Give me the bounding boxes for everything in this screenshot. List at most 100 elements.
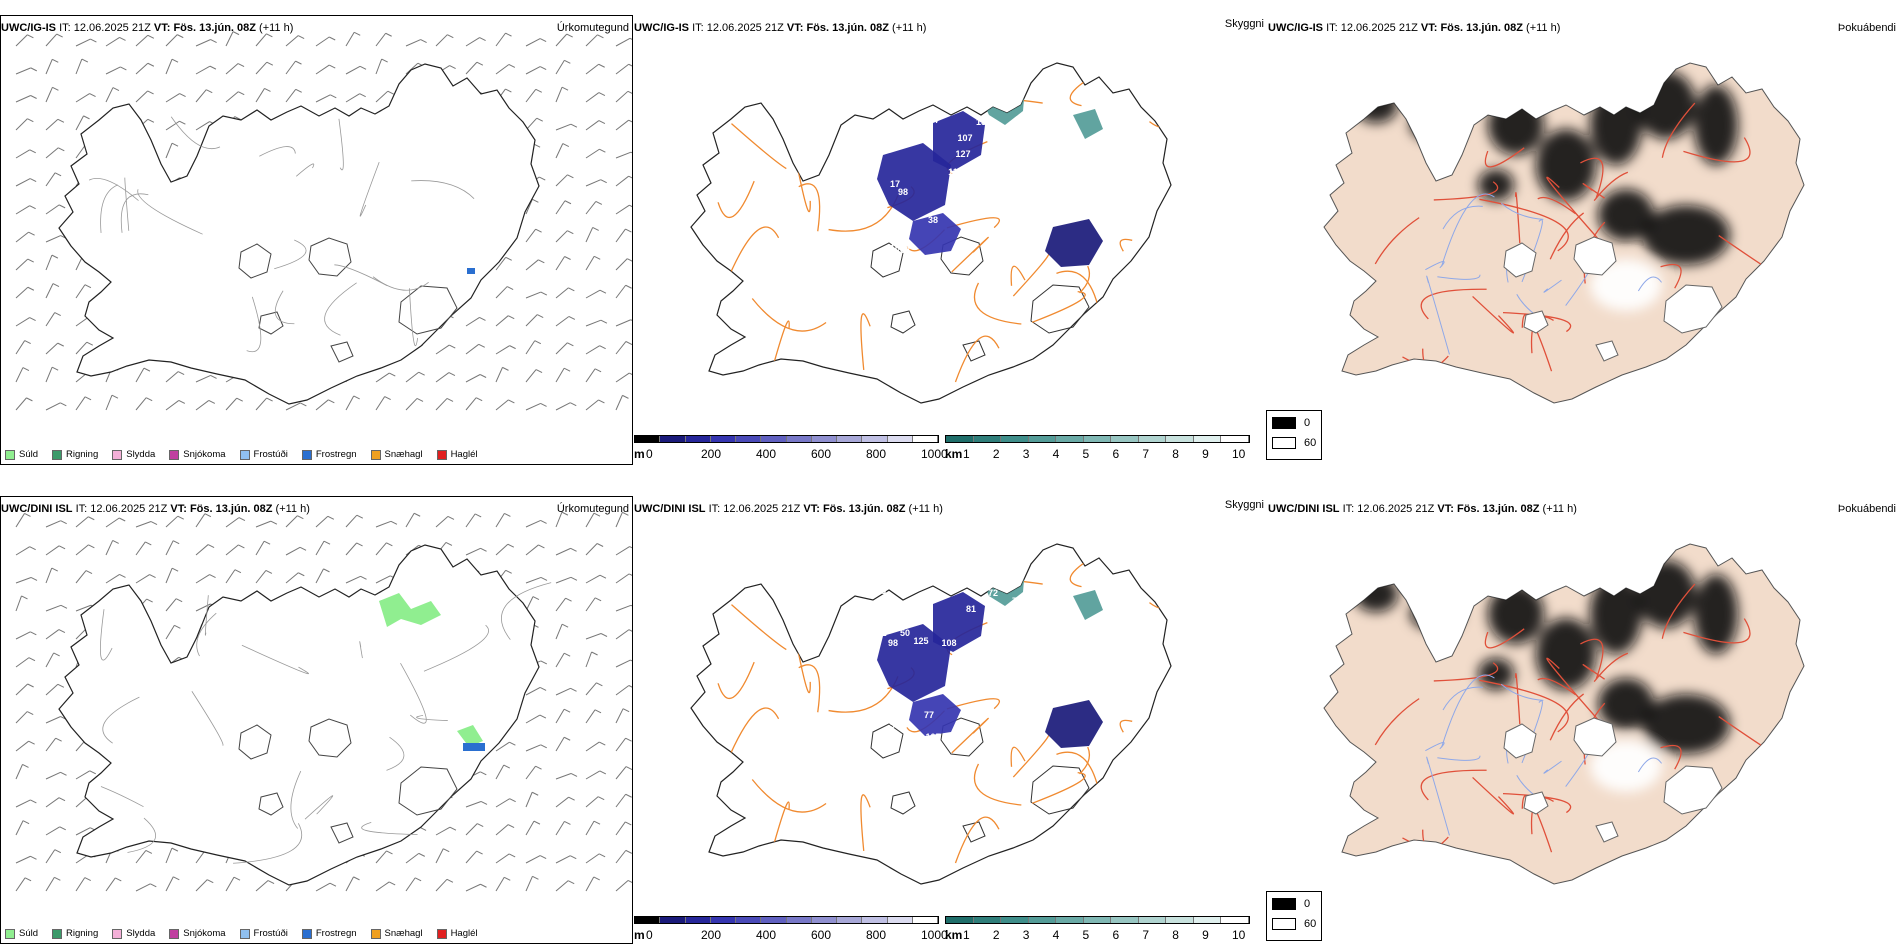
ceiling-value-label: 108 [943,758,958,768]
cloud-patch [933,111,985,171]
colorbar-step [1138,917,1167,923]
colorbar-unit: m [634,928,645,942]
fog-blob [1590,574,1642,654]
colorbar-tick: 1 [963,447,970,461]
legend-item: Súld [5,928,38,939]
colorbar-tick: 3 [1022,928,1030,942]
legend-swatch [169,449,180,460]
ceiling-value-label: 62 [900,245,910,255]
legend-label: Haglél [450,928,478,939]
colorbar-tick: 800 [866,928,887,942]
fog-legend-entry: 0 [1272,898,1310,910]
colorbar-strip [634,435,939,443]
colorbar-tick: 200 [701,928,722,942]
freezing-rain-patch [467,268,475,274]
colorbar-strip [634,916,939,924]
legend-swatch [239,928,250,939]
colorbar-tick: 4 [1052,928,1060,942]
colorbar-step [862,436,888,442]
colorbar-tick: 8 [1172,447,1179,461]
ceiling-value-label: 58 [890,720,900,730]
colorbar-tick: 7 [1142,447,1150,461]
colorbar-step [1028,917,1057,923]
colorbar-step [1166,917,1194,923]
legend-item: Frostúði [239,928,288,939]
panel-title-visibility: Skyggni [1224,18,1264,30]
cloud-patch [1073,109,1103,139]
colorbar-step [1083,436,1112,442]
legend-item: Rigning [52,449,98,460]
colorbar-step [685,917,711,923]
ceiling-value-label: 38 [928,215,938,225]
ceiling-value-label: 84 [928,115,938,125]
ceiling-value-label: 15 [976,117,986,127]
fog-blob [1642,694,1730,754]
legend-label: Rigning [66,449,99,460]
legend-label: Súld [19,449,39,460]
fog-blob [1410,598,1462,630]
colorbar-step [1166,436,1194,442]
fog-legend-entry: 0 [1272,417,1310,429]
iceland-coastline [58,63,540,405]
drizzle-patch [379,593,441,627]
panel-header: UWC/IG-IS IT: 12.06.2025 21Z VT: Fös. 13… [1,22,294,34]
fog-blob [1410,109,1462,141]
colorbar-strip [945,916,1250,924]
colorbar-tick: 2 [992,447,1000,461]
colorbar-step [786,436,812,442]
cloud-patch [877,143,951,221]
fog-blob [1488,95,1544,155]
drizzle-patch [457,725,483,747]
legend-swatch [52,449,63,460]
colorbar-step [736,436,762,442]
glacier [1595,821,1619,843]
panel-title-fog: Þokuábendi [1837,22,1896,34]
legend-label: Snjókoma [183,928,226,939]
legend-swatch [436,928,447,939]
colorbar-step [946,917,974,923]
fog-blob [1536,618,1596,690]
colorbar-step [973,436,1002,442]
colorbar-step [660,917,686,923]
fog-legend-swatch [1272,437,1296,449]
colorbar-step [660,436,686,442]
colorbar-step [635,436,661,442]
ceiling-value-label: 87 [1000,608,1010,618]
cloud-patch [773,572,801,600]
ceiling-value-label: 8 [894,261,899,271]
colorbar-tick: 1000 [921,928,948,942]
fog-legend-label: 0 [1304,898,1311,910]
fog-blob [1478,658,1514,690]
panel-title-precip: Úrkomutegund [556,22,629,34]
fog-legend-label: 60 [1304,918,1317,930]
colorbar-unit: km [945,928,963,942]
legend-item: Haglél [436,928,478,939]
cloud-patch [909,213,961,255]
colorbar-step [887,436,913,442]
legend-item: Súld [5,449,38,460]
colorbar-step [1221,436,1250,442]
panel-title-fog: Þokuábendi [1837,503,1896,515]
colorbar-tick: 4 [1052,447,1060,461]
colorbar-step [1056,917,1084,923]
fog-map [1323,543,1805,885]
fog-blob [1590,259,1662,311]
ceiling-value-label: 50 [900,628,910,638]
colorbar-unit: km [945,447,963,461]
legend-label: Slydda [126,928,156,939]
ceiling-value-label: 51 [950,734,960,744]
colorbar-tick: 6 [1112,928,1120,942]
ceiling-value-label: 108 [941,638,956,648]
ceiling-value-label: 17 [890,179,900,189]
ceiling-value-label: 105 [925,732,940,742]
ceiling-value-label: 107 [957,133,972,143]
ceiling-value-label: 85 [876,586,886,596]
fog-legend-label: 60 [1304,437,1317,449]
fog-blob [1354,576,1398,612]
fog-blob [1642,205,1730,265]
colorbar-step [887,917,913,923]
precip-type-legend: Súld Rigning Slydda Snjókoma Frostúði Frostre… [5,449,478,460]
colorbar-step [811,917,837,923]
colorbar-step [912,436,938,442]
legend-item: Rigning [52,928,98,939]
